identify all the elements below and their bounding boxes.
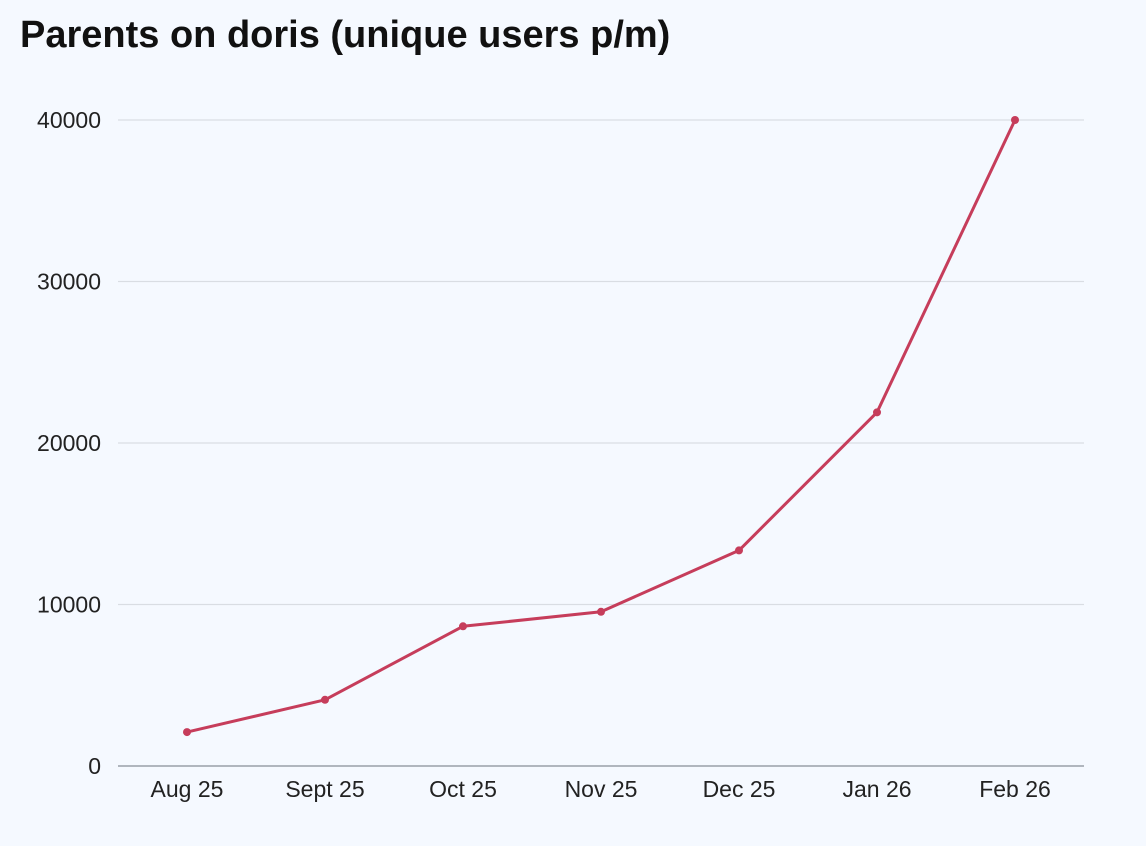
y-tick-label: 10000: [37, 592, 101, 618]
y-tick-label: 0: [88, 753, 101, 779]
data-point: [873, 408, 881, 417]
x-tick-label: Dec 25: [703, 776, 776, 802]
x-tick-label: Jan 26: [842, 776, 911, 802]
data-point: [1011, 116, 1019, 124]
data-point: [183, 728, 191, 737]
x-tick-label: Aug 25: [151, 776, 224, 802]
series-layer: [183, 116, 1019, 737]
y-tick-label: 30000: [37, 269, 101, 295]
grid-lines: [118, 119, 1084, 606]
data-point: [321, 695, 329, 704]
data-point: [459, 622, 467, 631]
x-tick-label: Oct 25: [429, 776, 497, 802]
data-point: [597, 607, 605, 616]
y-axis-ticks: 0 10000 20000 30000 40000: [37, 107, 101, 779]
x-axis-ticks: Aug 25 Sept 25 Oct 25 Nov 25 Dec 25 Jan 26 Feb…: [151, 776, 1051, 802]
x-tick-label: Feb 26: [979, 776, 1051, 802]
x-tick-label: Nov 25: [565, 776, 638, 802]
y-tick-label: 20000: [37, 430, 101, 456]
y-tick-label: 40000: [37, 107, 101, 133]
data-point: [735, 546, 743, 555]
series-line: [185, 118, 1017, 734]
chart-title: Parents on doris (unique users p/m): [20, 14, 671, 56]
x-tick-label: Sept 25: [285, 776, 364, 802]
